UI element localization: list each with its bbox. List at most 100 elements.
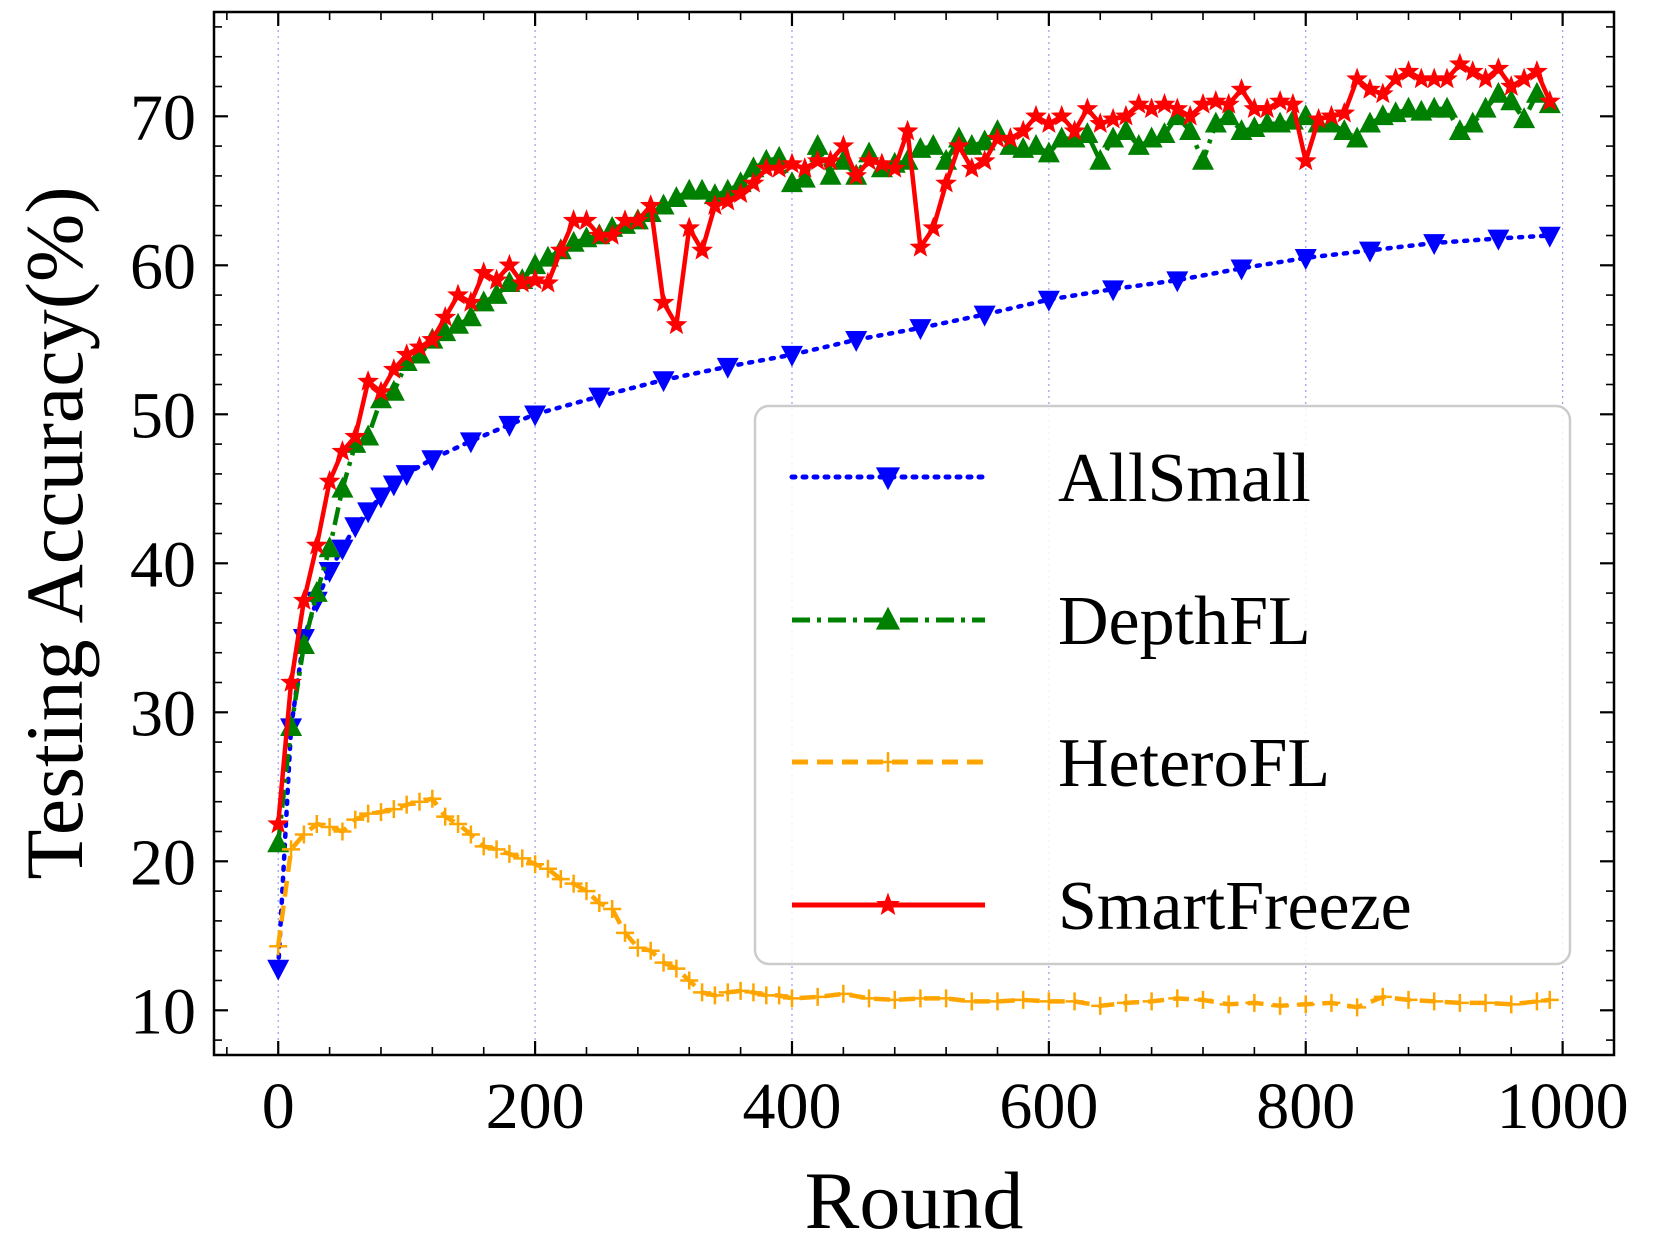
data-point-depthfl (922, 134, 945, 155)
data-point-depthfl (793, 166, 816, 188)
data-point-smartfreeze (498, 253, 521, 275)
legend-entries: AllSmall DepthFL HeteroFL SmartFreeze (789, 440, 1412, 945)
data-point-heterofl (423, 789, 442, 808)
data-point-allsmall (357, 502, 380, 524)
data-point-heterofl (1348, 998, 1367, 1017)
data-point-smartfreeze (537, 271, 559, 293)
data-point-depthfl (524, 253, 547, 275)
y-tick-label: 40 (130, 528, 196, 601)
data-point-depthfl (691, 178, 714, 200)
data-point-smartfreeze (1282, 92, 1304, 114)
x-tick-label: 600 (999, 1070, 1098, 1143)
data-point-depthfl (1474, 96, 1497, 118)
data-point-smartfreeze (768, 157, 790, 178)
data-point-smartfreeze (1359, 78, 1381, 99)
data-point-heterofl (782, 989, 801, 1008)
data-point-heterofl (616, 923, 635, 942)
data-point-allsmall (459, 432, 482, 454)
data-point-depthfl (408, 342, 431, 364)
x-tick-label: 200 (486, 1070, 585, 1143)
data-point-depthfl (1448, 119, 1471, 140)
data-point-heterofl (1540, 990, 1559, 1009)
data-point-depthfl (318, 536, 341, 558)
data-point-smartfreeze (883, 157, 906, 178)
data-point-allsmall (1358, 241, 1381, 263)
data-point-heterofl (294, 825, 313, 844)
data-point-smartfreeze (1346, 67, 1368, 89)
y-tick-label: 60 (130, 230, 196, 303)
data-point-smartfreeze (948, 134, 970, 156)
data-point-smartfreeze (1089, 112, 1112, 133)
data-point-allsmall (780, 345, 803, 367)
x-axis-title: Round (805, 1155, 1024, 1246)
data-point-smartfreeze (1012, 119, 1035, 141)
legend-label: DepthFL (1058, 583, 1311, 660)
data-point-allsmall (331, 539, 354, 561)
data-point-depthfl (1333, 119, 1356, 140)
data-point-depthfl (1217, 104, 1240, 126)
axis-ticks (214, 12, 1614, 1055)
data-point-smartfreeze (960, 157, 983, 178)
data-point-smartfreeze (1076, 97, 1099, 119)
y-tick-label: 70 (130, 81, 196, 154)
data-point-depthfl (999, 134, 1022, 155)
data-point-heterofl (654, 953, 673, 972)
data-point-heterofl (333, 822, 352, 841)
axis-tick-labels: 0 200 400 600 800 1000 10 20 30 40 50 60 70 (130, 81, 1629, 1143)
data-point-depthfl (1525, 81, 1548, 103)
data-point-allsmall (1423, 234, 1446, 256)
data-point-heterofl (1476, 993, 1495, 1012)
data-point-smartfreeze (909, 235, 932, 257)
data-point-smartfreeze (819, 149, 842, 171)
data-point-heterofl (1039, 992, 1058, 1011)
data-point-depthfl (1436, 96, 1459, 118)
data-point-heterofl (731, 981, 750, 1000)
data-point-smartfreeze (639, 194, 662, 215)
data-point-smartfreeze (1217, 92, 1240, 114)
data-point-smartfreeze (704, 194, 726, 215)
data-point-depthfl (742, 156, 765, 178)
data-point-heterofl (680, 971, 699, 990)
data-point-heterofl (526, 855, 545, 874)
data-point-smartfreeze (460, 291, 482, 312)
x-tick-label: 0 (262, 1070, 295, 1143)
data-point-smartfreeze (472, 261, 495, 282)
data-point-heterofl (744, 983, 763, 1002)
data-point-depthfl (1294, 104, 1317, 126)
data-point-allsmall (845, 331, 868, 352)
data-point-heterofl (487, 840, 506, 859)
data-point-smartfreeze (524, 268, 546, 290)
data-point-smartfreeze (1230, 78, 1253, 99)
data-point-heterofl (397, 795, 416, 814)
data-point-heterofl (1116, 993, 1135, 1012)
data-point-heterofl (1425, 992, 1444, 1011)
data-point-depthfl (973, 129, 996, 151)
data-point-depthfl (1513, 107, 1536, 129)
data-point-smartfreeze (1461, 60, 1484, 81)
data-point-heterofl (705, 986, 724, 1005)
data-point-heterofl (461, 825, 480, 844)
data-point-depthfl (485, 283, 508, 304)
data-point-heterofl (384, 800, 403, 819)
data-point-depthfl (1089, 148, 1112, 170)
data-point-heterofl (885, 990, 904, 1009)
data-point-allsmall (652, 371, 675, 393)
data-point-smartfreeze (318, 469, 341, 491)
data-point-heterofl (962, 992, 981, 1011)
legend-entry-heterofl: HeteroFL (792, 725, 1330, 802)
data-point-heterofl (808, 987, 827, 1006)
data-point-smartfreeze (1050, 104, 1073, 126)
data-point-heterofl (937, 989, 956, 1008)
data-point-heterofl (1065, 992, 1084, 1011)
data-point-smartfreeze (280, 671, 302, 692)
data-point-depthfl (1025, 134, 1048, 155)
data-point-depthfl (1500, 89, 1523, 111)
data-point-smartfreeze (1538, 89, 1561, 111)
data-point-heterofl (1399, 990, 1418, 1009)
data-point-depthfl (652, 193, 675, 215)
data-point-smartfreeze (832, 134, 855, 156)
data-point-smartfreeze (781, 152, 803, 174)
data-point-depthfl (344, 432, 367, 453)
data-point-smartfreeze (845, 164, 868, 186)
x-tick-label: 1000 (1497, 1070, 1629, 1143)
